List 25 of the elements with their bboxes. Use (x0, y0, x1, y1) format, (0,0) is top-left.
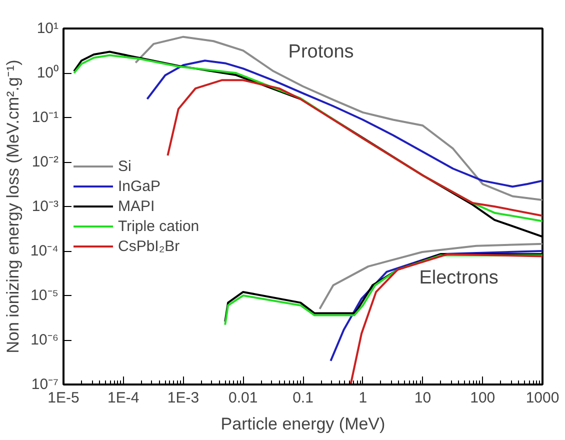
y-tick-label: 10⁻⁴ (30, 242, 59, 260)
legend-label: MAPI (118, 197, 155, 215)
x-tick-label: 0.01 (228, 390, 258, 406)
legend-label: Si (118, 157, 132, 175)
y-tick-label: 10⁻¹ (32, 109, 59, 126)
annotation: Protons (288, 41, 354, 62)
x-tick-label: 1000 (526, 390, 560, 406)
y-tick-label: 10¹ (36, 20, 59, 37)
y-tick-label: 10⁰ (36, 64, 59, 82)
legend-label: CsPbI₂Br (118, 237, 180, 255)
x-axis-title: Particle energy (MeV) (220, 414, 386, 434)
legend-label: InGaP (118, 177, 161, 195)
legend-label: Triple cation (118, 217, 200, 235)
x-tick-label: 1E-3 (167, 390, 200, 406)
y-tick-label: 10⁻⁵ (30, 287, 59, 304)
y-tick-label: 10⁻² (32, 154, 59, 170)
y-tick-label: 10⁻⁶ (30, 332, 58, 348)
x-tick-label: 100 (470, 390, 496, 406)
x-tick-label: 0.1 (292, 390, 314, 406)
y-axis-title: Non ionizing energy loss (MeV.cm².g⁻¹) (3, 60, 22, 354)
annotation: Electrons (419, 267, 498, 288)
x-tick-label: 10 (414, 390, 432, 406)
x-tick-label: 1E-4 (108, 390, 140, 406)
x-tick-label: 1 (358, 390, 368, 406)
y-tick-label: 10⁻³ (32, 198, 59, 215)
